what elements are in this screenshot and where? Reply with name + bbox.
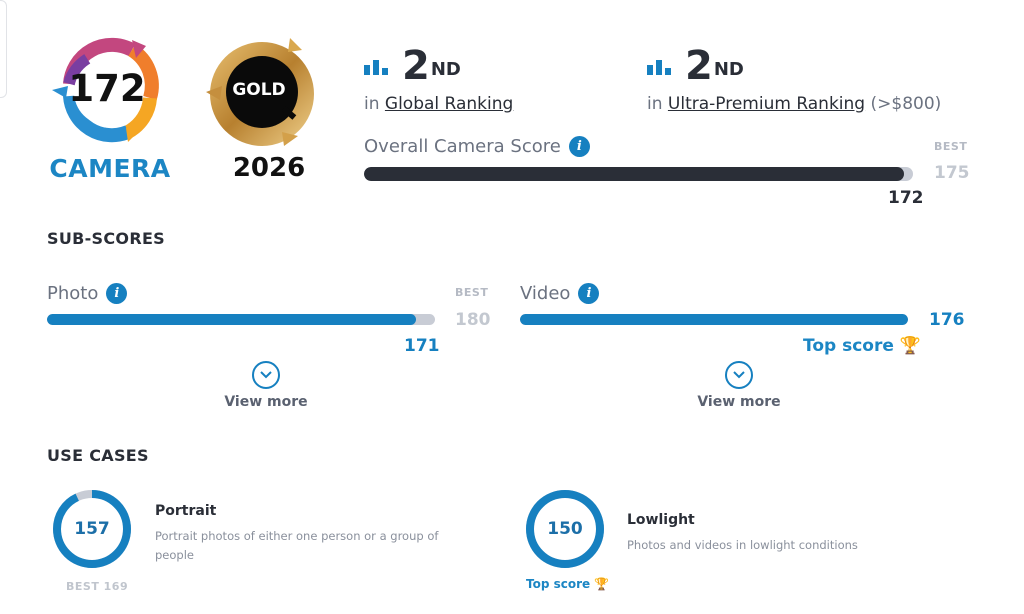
camera-badge-icon bbox=[52, 37, 159, 143]
photo-subscore-title: Photo i bbox=[47, 283, 128, 304]
overall-score-bar bbox=[364, 167, 913, 181]
portrait-score-value: 157 bbox=[74, 519, 110, 539]
overall-score-fill bbox=[364, 167, 904, 181]
lowlight-title: Lowlight bbox=[627, 512, 695, 528]
side-tab-edge bbox=[0, 0, 7, 98]
camera-score-badge: 172 bbox=[48, 36, 170, 148]
lowlight-ring-graphic bbox=[526, 490, 604, 568]
photo-best-label: BEST bbox=[455, 286, 489, 299]
camera-label: CAMERA bbox=[49, 154, 171, 183]
chevron-down-icon bbox=[725, 361, 753, 389]
video-score-fill bbox=[520, 314, 908, 325]
bar-chart-icon bbox=[364, 60, 388, 75]
trophy-icon: 🏆 bbox=[899, 336, 922, 356]
overall-score-label: Overall Camera Score bbox=[364, 136, 561, 157]
gold-badge: GOLD bbox=[204, 36, 322, 156]
overall-score-title: Overall Camera Score i bbox=[364, 136, 590, 157]
lowlight-description: Photos and videos in lowlight conditions bbox=[627, 538, 858, 552]
subscores-title: SUB-SCORES bbox=[47, 229, 165, 248]
video-view-more-label: View more bbox=[697, 394, 781, 410]
info-icon[interactable]: i bbox=[106, 283, 128, 304]
trophy-icon: 🏆 bbox=[594, 577, 610, 591]
badge-year: 2026 bbox=[232, 153, 306, 183]
video-label: Video bbox=[520, 283, 571, 304]
portrait-title: Portrait bbox=[155, 503, 217, 519]
lowlight-top-score: Top score 🏆 bbox=[526, 577, 609, 591]
use-cases-title: USE CASES bbox=[47, 446, 149, 465]
overall-score-value: 172 bbox=[888, 188, 924, 208]
portrait-ring-graphic bbox=[53, 490, 131, 568]
photo-score-value: 171 bbox=[404, 336, 440, 356]
video-score-bar bbox=[520, 314, 908, 325]
ultra-premium-rank-value: 2ND bbox=[685, 43, 744, 89]
global-rank-value: 2ND bbox=[402, 43, 461, 89]
global-rank-caption: in Global Ranking bbox=[364, 94, 514, 114]
top-score-label: Top score bbox=[526, 577, 591, 591]
global-rank: 2ND bbox=[364, 46, 461, 86]
overall-best-value: 175 bbox=[934, 163, 970, 183]
info-icon[interactable]: i bbox=[568, 136, 590, 157]
photo-view-more-button[interactable]: View more bbox=[206, 361, 326, 410]
bar-chart-icon bbox=[647, 60, 671, 75]
photo-label: Photo bbox=[47, 283, 99, 304]
lowlight-score-ring: 150 bbox=[524, 488, 606, 570]
photo-view-more-label: View more bbox=[224, 394, 308, 410]
video-subscore-title: Video i bbox=[520, 283, 600, 304]
video-score-value: 176 bbox=[929, 310, 965, 330]
ultra-premium-caption: in Ultra-Premium Ranking (>$800) bbox=[647, 94, 942, 114]
portrait-score-ring: 157 bbox=[51, 488, 133, 570]
gold-label: GOLD bbox=[232, 80, 286, 100]
top-score-label: Top score bbox=[803, 336, 894, 356]
portrait-description: Portrait photos of either one person or … bbox=[155, 529, 439, 562]
portrait-best: BEST 169 bbox=[66, 580, 129, 593]
ultra-premium-ranking-link[interactable]: Ultra-Premium Ranking bbox=[667, 94, 866, 114]
ultra-premium-rank: 2ND bbox=[647, 46, 744, 86]
global-ranking-link[interactable]: Global Ranking bbox=[384, 94, 514, 114]
camera-score-value: 172 bbox=[68, 66, 146, 110]
lowlight-score-value: 150 bbox=[547, 519, 583, 539]
gold-badge-icon bbox=[206, 38, 314, 146]
overall-best-label: BEST bbox=[934, 140, 968, 153]
info-icon[interactable]: i bbox=[578, 283, 600, 304]
photo-score-fill bbox=[47, 314, 416, 325]
video-view-more-button[interactable]: View more bbox=[679, 361, 799, 410]
photo-best-value: 180 bbox=[455, 310, 491, 330]
chevron-down-icon bbox=[252, 361, 280, 389]
photo-score-bar bbox=[47, 314, 435, 325]
video-top-score: Top score 🏆 bbox=[803, 336, 921, 356]
